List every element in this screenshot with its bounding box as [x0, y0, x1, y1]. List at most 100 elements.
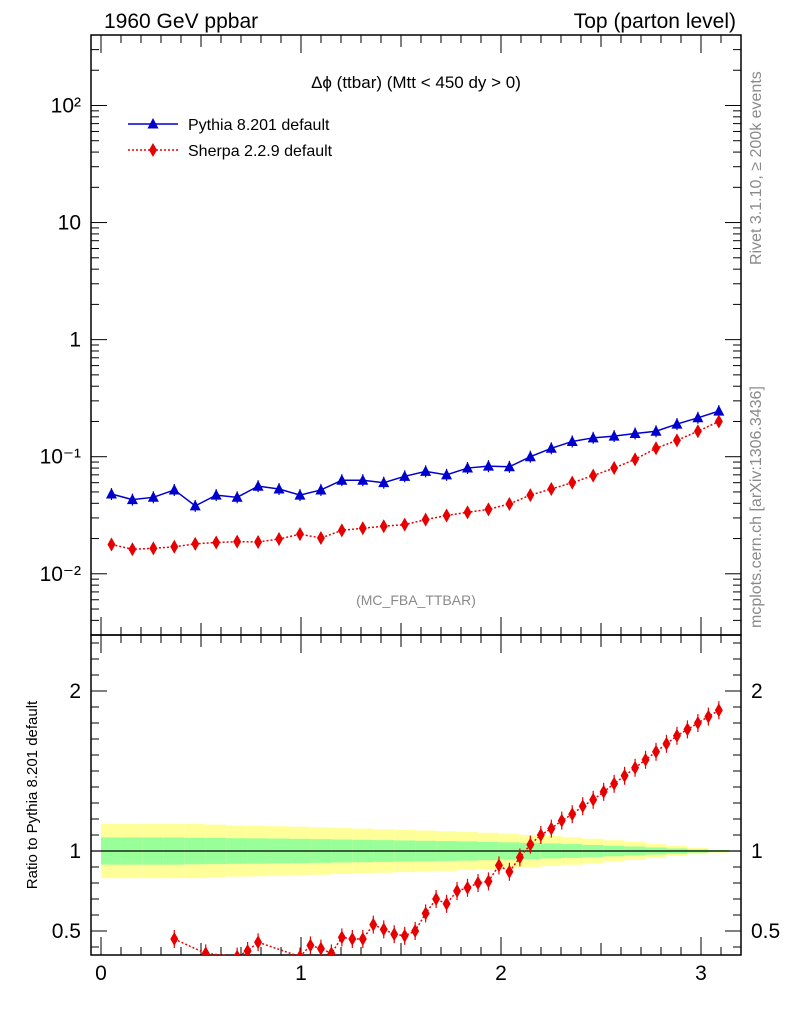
data-point-triangle: [126, 493, 138, 505]
data-point-diamond: [170, 539, 179, 554]
ratio-y-axis-label: Ratio to Pythia 8.201 default: [24, 700, 41, 889]
x-tick-label: 1: [295, 962, 307, 985]
data-point-triangle: [105, 488, 117, 499]
data-point-diamond: [254, 534, 263, 549]
data-point-diamond: [295, 527, 304, 542]
data-point-triangle: [713, 405, 725, 416]
data-point-triangle: [189, 499, 201, 511]
data-point-diamond: [233, 534, 242, 549]
data-point-diamond: [484, 874, 493, 889]
plot-title: Δϕ (ttbar) (Mtt < 450 dy > 0): [311, 73, 521, 92]
data-point-diamond: [474, 876, 482, 890]
data-point-triangle: [629, 427, 641, 438]
data-point-diamond: [442, 896, 451, 911]
ratio-y-tick-label-right: 1: [751, 840, 763, 863]
header-left: 1960 GeV ppbar: [104, 10, 258, 33]
data-point-triangle: [524, 450, 536, 462]
data-point-diamond: [379, 519, 388, 534]
data-point-triangle: [420, 465, 432, 476]
y-tick-label: 10²: [51, 94, 81, 117]
data-point-diamond: [714, 703, 723, 718]
data-point-triangle: [566, 435, 578, 446]
data-point-triangle: [482, 460, 494, 471]
ratio-sherpa-line: [173, 709, 720, 955]
data-point-diamond: [327, 946, 336, 955]
ratio-y-tick-label: 0.5: [52, 920, 81, 943]
data-point-triangle: [441, 468, 453, 480]
data-point-diamond: [369, 917, 378, 932]
data-point-diamond: [400, 928, 409, 943]
data-point-diamond: [453, 884, 462, 898]
data-point-diamond: [390, 927, 399, 942]
data-point-diamond: [693, 716, 702, 730]
y-tick-label: 1: [69, 329, 81, 352]
data-point-triangle: [462, 462, 474, 473]
analysis-tag: (MC_FBA_TTBAR): [356, 592, 476, 608]
y-tick-label: 10: [58, 212, 81, 235]
data-point-diamond: [620, 768, 629, 783]
data-point-diamond: [672, 433, 681, 448]
data-point-diamond: [400, 517, 409, 532]
data-point-triangle: [650, 425, 662, 436]
data-point-diamond: [358, 932, 367, 946]
data-point-diamond: [557, 813, 566, 828]
data-point-triangle: [671, 418, 683, 429]
data-point-diamond: [337, 930, 346, 945]
data-point-triangle: [336, 474, 348, 485]
x-tick-label: 3: [695, 962, 707, 985]
data-point-diamond: [316, 531, 325, 546]
data-point-diamond: [296, 949, 304, 955]
data-point-triangle: [147, 491, 159, 502]
data-point-diamond: [547, 481, 556, 496]
data-point-diamond: [316, 941, 325, 955]
data-point-diamond: [243, 944, 252, 955]
data-point-diamond: [589, 468, 598, 483]
data-point-diamond: [337, 523, 346, 538]
data-point-diamond: [631, 760, 640, 775]
data-point-diamond: [578, 799, 587, 814]
ratio-y-tick-label-right: 0.5: [751, 920, 780, 943]
data-point-triangle: [399, 470, 411, 481]
data-point-diamond: [526, 837, 535, 852]
main-plot: 10⁻² 10⁻¹ 1 10 10² Δϕ (ttbar) (Mtt < 450 dy >…: [40, 34, 742, 636]
data-point-triangle: [231, 491, 243, 502]
mcplots-label: mcplots.cern.ch [arXiv:1306.3436]: [748, 386, 765, 628]
data-point-diamond: [652, 441, 661, 456]
legend-label: Pythia 8.201 default: [188, 117, 330, 134]
data-point-triangle: [147, 118, 159, 129]
data-point-diamond: [306, 938, 315, 953]
data-point-diamond: [463, 505, 472, 520]
ratio-y-tick-label-right: 2: [751, 680, 763, 703]
data-point-diamond: [421, 512, 430, 527]
data-point-diamond: [610, 461, 619, 476]
data-point-diamond: [484, 502, 493, 517]
data-point-diamond: [411, 924, 420, 938]
y-tick-label: 10⁻²: [40, 563, 81, 586]
pythia-line: [111, 410, 720, 507]
data-point-triangle: [378, 476, 390, 488]
data-point-diamond: [714, 414, 723, 429]
x-tick-label: 2: [495, 962, 507, 985]
data-point-diamond: [704, 709, 713, 724]
data-point-triangle: [357, 474, 369, 485]
data-point-diamond: [568, 475, 577, 490]
legend-label: Sherpa 2.2.9 default: [188, 143, 333, 160]
data-point-diamond: [599, 784, 608, 799]
x-tick-label: 0: [95, 962, 107, 985]
data-point-diamond: [652, 744, 661, 759]
ratio-series-group: [170, 701, 723, 955]
ratio-y-tick-label: 2: [69, 680, 81, 703]
data-point-triangle: [608, 430, 620, 441]
data-point-triangle: [210, 489, 222, 500]
y-tick-label: 10⁻¹: [40, 446, 81, 469]
data-point-diamond: [547, 821, 556, 836]
data-point-diamond: [149, 143, 157, 157]
data-point-diamond: [348, 932, 357, 946]
ratio-y-tick-label: 1: [69, 840, 81, 863]
rivet-label: Rivet 3.1.10, ≥ 200k events: [748, 71, 765, 265]
ratio-frame: [90, 634, 742, 956]
data-point-diamond: [568, 807, 577, 822]
data-point-diamond: [505, 864, 514, 879]
data-point-triangle: [503, 460, 515, 472]
data-point-diamond: [442, 508, 451, 523]
